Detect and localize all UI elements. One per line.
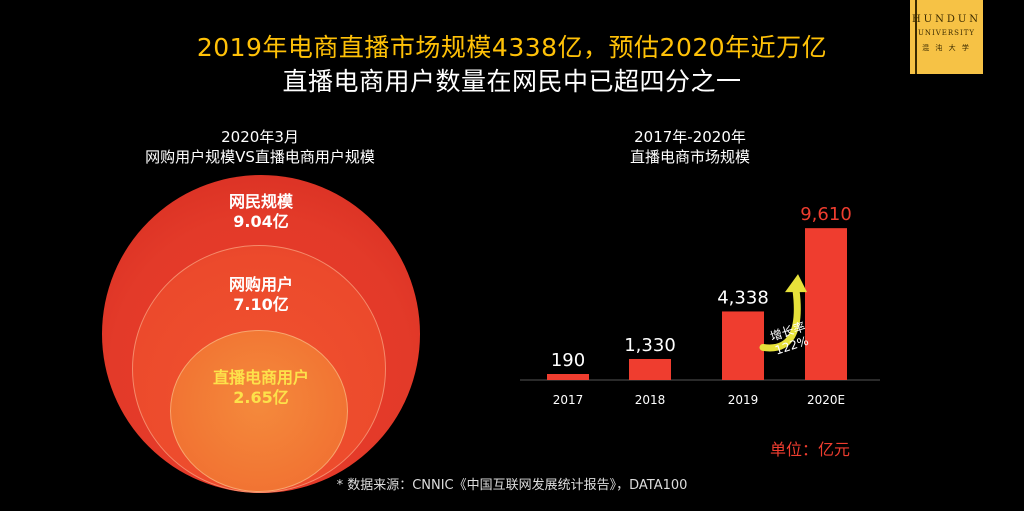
online-shopper-label: 网购用户 7.10亿 xyxy=(161,275,361,315)
x-tick-label: 2020E xyxy=(807,393,845,407)
x-tick-label: 2018 xyxy=(635,393,666,407)
online-shopper-value: 7.10亿 xyxy=(233,295,289,314)
hundun-logo: HUNDUN UNIVERSITY 混 沌 大 学 xyxy=(910,0,983,74)
netizen-label: 网民规模 9.04亿 xyxy=(161,192,361,232)
online-shopper-name: 网购用户 xyxy=(228,275,293,294)
main-title: 2019年电商直播市场规模4338亿，预估2020年近万亿 xyxy=(196,33,828,62)
live-commerce-user-name: 直播电商用户 xyxy=(212,368,309,387)
right-panel-heading: 2017年-2020年 直播电商市场规模 xyxy=(560,127,820,167)
logo-text-university: UNIVERSITY xyxy=(917,29,976,37)
growth-arrow-shaft xyxy=(759,286,801,352)
x-tick-label: 2017 xyxy=(553,393,584,407)
bar-2020E xyxy=(805,228,847,380)
netizen-value: 9.04亿 xyxy=(233,212,289,231)
growth-arrow-head xyxy=(785,274,807,293)
sub-title: 直播电商用户数量在网民中已超四分之一 xyxy=(282,67,742,96)
data-source-note: * 数据来源：CNNIC《中国互联网发展统计报告》，DATA100 xyxy=(336,478,688,493)
bar-value-label: 190 xyxy=(551,350,585,371)
bar-2019 xyxy=(722,311,764,380)
left-heading-line2: 网购用户规模VS直播电商用户规模 xyxy=(145,148,375,166)
logo-text-hundun: HUNDUN xyxy=(911,14,982,25)
left-heading-line1: 2020年3月 xyxy=(221,128,299,146)
live-commerce-user-circle xyxy=(170,330,348,492)
bar-value-label: 9,610 xyxy=(800,204,852,225)
netizen-name: 网民规模 xyxy=(228,192,293,211)
live-commerce-user-value: 2.65亿 xyxy=(233,388,289,407)
right-heading-line1: 2017年-2020年 xyxy=(634,128,746,146)
market-size-bar-chart: 19020171,33020184,33820199,6102020E增长率12… xyxy=(520,204,880,407)
bar-2017 xyxy=(547,374,589,380)
left-panel-heading: 2020年3月 网购用户规模VS直播电商用户规模 xyxy=(110,127,410,167)
logo-text-cn: 混 沌 大 学 xyxy=(922,44,971,52)
unit-label: 单位：亿元 xyxy=(770,440,851,459)
logo-bar xyxy=(915,0,917,74)
x-tick-label: 2019 xyxy=(728,393,759,407)
bar-value-label: 1,330 xyxy=(624,335,676,356)
right-heading-line2: 直播电商市场规模 xyxy=(629,148,750,166)
live-commerce-user-label: 直播电商用户 2.65亿 xyxy=(161,368,361,408)
bar-value-label: 4,338 xyxy=(717,287,769,308)
bar-2018 xyxy=(629,358,671,380)
